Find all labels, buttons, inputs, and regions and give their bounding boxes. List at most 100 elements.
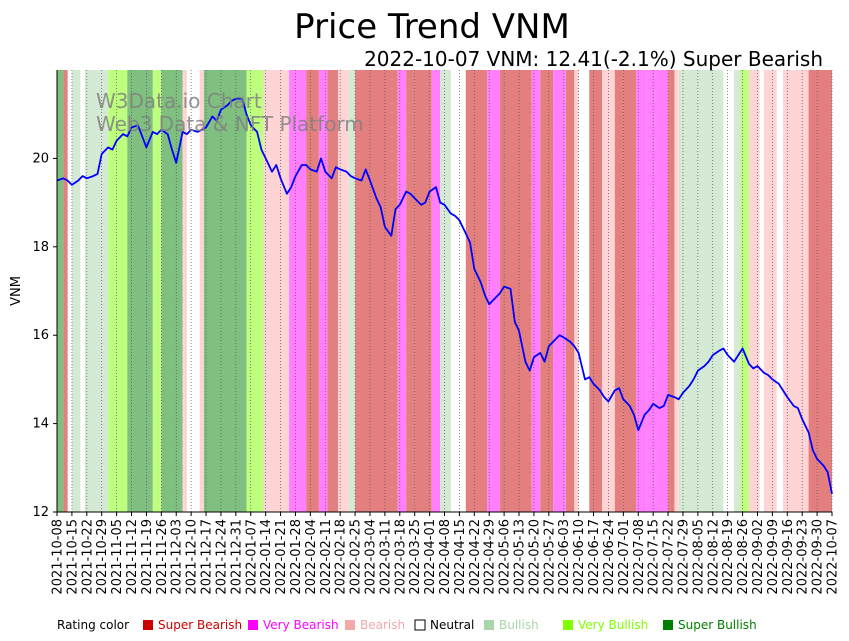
x-tick-label: 2022-03-04 — [363, 519, 378, 595]
rating-band-super_bullish — [203, 70, 247, 512]
rating-band-super_bullish — [127, 70, 153, 512]
x-tick-label: 2022-09-02 — [751, 519, 766, 595]
legend-label-neutral: Neutral — [430, 618, 474, 632]
rating-band-very_bearish — [487, 70, 500, 512]
rating-band-super_bearish — [406, 70, 415, 512]
legend: Rating color Super Bearish Very Bearish Be… — [57, 618, 757, 632]
rating-band-bearish — [199, 70, 204, 512]
x-tick-label: 2022-06-17 — [587, 519, 602, 595]
x-tick-label: 2022-02-18 — [334, 519, 349, 595]
rating-band-very_bearish — [646, 70, 669, 512]
x-tick-label: 2022-08-05 — [691, 519, 706, 595]
x-tick-label: 2022-03-25 — [408, 519, 423, 595]
rating-band-bearish — [338, 70, 349, 512]
x-tick-label: 2022-02-11 — [319, 519, 334, 595]
rating-band-super_bearish — [510, 70, 532, 512]
x-tick-label: 2022-06-10 — [572, 519, 587, 595]
x-tick-label: 2021-10-22 — [80, 519, 95, 595]
watermark: W3Data.io Chart Web3 Data & NFT Platform — [96, 89, 364, 136]
y-tick-label: 20 — [32, 151, 49, 166]
legend-label-super_bullish: Super Bullish — [678, 618, 757, 632]
legend-label-very_bearish: Very Bearish — [263, 618, 339, 632]
x-tick-label: 2022-05-06 — [498, 519, 513, 595]
x-tick-label: 2022-07-29 — [676, 519, 691, 595]
x-tick-label: 2022-04-08 — [438, 519, 453, 595]
legend-label-super_bearish: Super Bearish — [158, 618, 242, 632]
rating-band-very_bearish — [553, 70, 566, 512]
rating-band-super_bearish — [465, 70, 488, 512]
rating-band-bearish — [263, 70, 290, 512]
legend-label: Rating color — [57, 618, 129, 632]
rating-band-super_bullish — [161, 70, 183, 512]
x-tick-label: 2022-09-16 — [781, 519, 796, 595]
x-tick-label: 2022-01-21 — [274, 519, 289, 595]
rating-band-super_bearish — [355, 70, 398, 512]
watermark-line1: W3Data.io Chart — [96, 89, 262, 113]
rating-band-super_bearish — [306, 70, 319, 512]
x-tick-label: 2022-07-01 — [617, 519, 632, 595]
rating-band-bullish — [678, 70, 724, 512]
x-tick-label: 2021-12-03 — [170, 519, 185, 595]
x-tick-label: 2022-03-11 — [378, 519, 393, 595]
price-line — [56, 97, 833, 495]
rating-band-super_bullish — [57, 70, 64, 512]
rating-band-bearish — [574, 70, 579, 512]
legend-swatch-bullish — [484, 620, 494, 630]
x-tick-label: 2022-05-20 — [527, 519, 542, 595]
rating-band-super_bearish — [540, 70, 554, 512]
x-tick-label: 2022-08-12 — [706, 519, 721, 595]
x-tick-label: 2022-04-22 — [468, 519, 483, 595]
y-tick-label: 14 — [32, 417, 49, 432]
x-tick-label: 2022-09-09 — [766, 519, 781, 595]
axes: 12 14 16 18 20 2021-10-08 2021-10-15 2021-10-22… — [32, 70, 841, 595]
rating-band-super_bearish — [623, 70, 637, 512]
rating-band-bullish — [97, 70, 109, 512]
legend-label-very_bullish: Very Bullish — [578, 618, 648, 632]
rating-band-super_bearish — [414, 70, 432, 512]
legend-label-bullish: Bullish — [499, 618, 539, 632]
x-tick-label: 2022-05-27 — [542, 519, 557, 595]
rating-band-bullish — [71, 70, 81, 512]
x-tick-label: 2021-10-15 — [65, 519, 80, 595]
legend-swatch-super_bearish — [143, 620, 153, 630]
rating-band-bullish — [440, 70, 451, 512]
price-series — [56, 97, 833, 495]
x-tick-label: 2022-01-28 — [289, 519, 304, 595]
rating-band-very_bearish — [636, 70, 647, 512]
x-tick-label: 2022-05-13 — [513, 519, 528, 595]
rating-band-very_bearish — [289, 70, 307, 512]
x-tick-label: 2022-03-18 — [393, 519, 408, 595]
rating-band-super_bearish — [614, 70, 624, 512]
x-tick-label: 2022-02-04 — [304, 519, 319, 595]
legend-swatch-neutral — [414, 619, 426, 631]
rating-band-very_bullish — [114, 70, 128, 512]
x-tick-label: 2022-06-03 — [557, 519, 572, 595]
rating-band-bearish — [602, 70, 615, 512]
rating-band-very_bearish — [318, 70, 328, 512]
x-tick-label: 2022-09-30 — [811, 519, 826, 595]
rating-band-super_bearish — [668, 70, 675, 512]
x-tick-label: 2021-11-19 — [140, 519, 155, 595]
x-tick-label: 2021-12-31 — [229, 519, 244, 595]
x-tick-label: 2022-04-01 — [423, 519, 438, 595]
x-tick-label: 2021-12-24 — [214, 519, 229, 595]
rating-band-very_bullish — [108, 70, 115, 512]
chart-subtitle: 2022-10-07 VNM: 12.41(-2.1%) Super Beari… — [364, 47, 823, 71]
legend-swatch-bearish — [345, 620, 355, 630]
legend-label-bearish: Bearish — [360, 618, 405, 632]
legend-swatch-super_bullish — [663, 620, 673, 630]
rating-band-super_bearish — [499, 70, 511, 512]
x-tick-label: 2021-11-26 — [155, 519, 170, 595]
x-tick-label: 2022-07-22 — [662, 519, 677, 595]
x-tick-label: 2021-12-17 — [200, 519, 215, 595]
rating-band-bearish — [783, 70, 809, 512]
x-tick-label: 2021-10-29 — [95, 519, 110, 595]
rating-band-bullish — [84, 70, 98, 512]
rating-band-very_bullish — [246, 70, 264, 512]
rating-band-super_bearish — [63, 70, 68, 512]
x-tick-label: 2022-04-29 — [483, 519, 498, 595]
legend-swatch-very_bearish — [248, 620, 258, 630]
rating-band-very_bullish — [152, 70, 162, 512]
rating-band-bullish — [734, 70, 741, 512]
